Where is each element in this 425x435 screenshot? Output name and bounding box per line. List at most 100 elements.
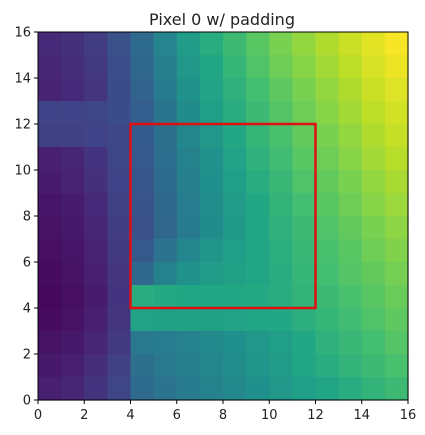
heatmap-cell [292, 32, 317, 56]
heatmap-cell [292, 78, 317, 102]
y-tick-label: 16 [14, 26, 31, 41]
heatmap-cell [176, 308, 201, 332]
heatmap-cell [61, 285, 85, 309]
heatmap-cell [223, 216, 247, 240]
heatmap-cell [269, 147, 293, 171]
heatmap-cell [338, 285, 363, 309]
plot-frame [37, 31, 409, 401]
heatmap-cell [107, 55, 132, 79]
heatmap-cell [338, 262, 363, 286]
heatmap-cell [269, 55, 293, 79]
heatmap-cell [176, 193, 201, 217]
heatmap-cell [130, 193, 155, 217]
x-tick-label: 4 [126, 408, 134, 423]
heatmap-cell [199, 78, 224, 102]
heatmap-cell [361, 32, 386, 56]
heatmap-cell [84, 308, 108, 332]
heatmap-cell [361, 124, 386, 148]
heatmap-cell [246, 124, 270, 148]
heatmap-cell [130, 354, 155, 378]
heatmap-cell [107, 331, 132, 355]
heatmap-cell [61, 32, 85, 56]
heatmap-cell [38, 354, 62, 378]
heatmap-cell [361, 239, 386, 263]
heatmap-cell [315, 377, 340, 401]
heatmap-cell [361, 377, 386, 401]
x-tick-label: 2 [80, 408, 88, 423]
heatmap-cell [338, 170, 363, 194]
heatmap-cell [153, 216, 178, 240]
heatmap-cell [315, 239, 340, 263]
heatmap-cell [384, 101, 409, 125]
heatmap-cell [107, 32, 132, 56]
heatmap-cell [130, 262, 155, 286]
heatmap-cell [338, 55, 363, 79]
heatmap-cell [61, 239, 85, 263]
heatmap-cell [38, 170, 62, 194]
heatmap-cell [153, 239, 178, 263]
heatmap-cell [176, 55, 201, 79]
heatmap-cell [223, 308, 247, 332]
heatmap-cell [269, 32, 293, 56]
heatmap-cell [176, 147, 201, 171]
heatmap-cell [199, 147, 224, 171]
heatmap-cell [38, 101, 62, 125]
heatmap-cell [130, 170, 155, 194]
heatmap-cell [384, 308, 409, 332]
heatmap-cell [130, 331, 155, 355]
heatmap-cell [199, 377, 224, 401]
heatmap-cell [199, 239, 224, 263]
heatmap-cell [269, 285, 293, 309]
heatmap-cell [61, 308, 85, 332]
heatmap-cell [176, 377, 201, 401]
y-axis: 0 2 4 6 8 10 12 14 16 [14, 26, 38, 409]
heatmap-cell [269, 239, 293, 263]
heatmap-cell [176, 354, 201, 378]
heatmap-cell [38, 239, 62, 263]
heatmap-cell [246, 147, 270, 171]
heatmap-cell [269, 124, 293, 148]
heatmap-cell [130, 101, 155, 125]
heatmap-cell [246, 377, 270, 401]
heatmap-cell [153, 377, 178, 401]
heatmap-cell [292, 262, 317, 286]
heatmap-cell [61, 124, 85, 148]
heatmap-cell [84, 124, 108, 148]
heatmap-cell [107, 285, 132, 309]
heatmap-cell [315, 124, 340, 148]
heatmap-cell [107, 170, 132, 194]
heatmap-cell [361, 170, 386, 194]
heatmap-cell [153, 147, 178, 171]
heatmap-cell [223, 377, 247, 401]
heatmap-cell [223, 331, 247, 355]
heatmap-cell [223, 101, 247, 125]
heatmap-cell [84, 193, 108, 217]
heatmap-cell [84, 331, 108, 355]
heatmap-cell [384, 170, 409, 194]
heatmap-cell [223, 55, 247, 79]
heatmap-cell [384, 262, 409, 286]
heatmap-cell [61, 55, 85, 79]
heatmap-cell [153, 331, 178, 355]
heatmap-cell [246, 331, 270, 355]
heatmap-cell [130, 78, 155, 102]
heatmap-cell [199, 354, 224, 378]
x-tick-label: 0 [34, 408, 42, 423]
heatmap-cell [315, 354, 340, 378]
heatmap-cell [130, 55, 155, 79]
heatmap-cell [223, 170, 247, 194]
heatmap-cell [338, 308, 363, 332]
heatmap-cell [199, 170, 224, 194]
heatmap-cell [153, 170, 178, 194]
heatmap-cell [107, 78, 132, 102]
heatmap-cell [84, 285, 108, 309]
heatmap-cell [315, 32, 340, 56]
heatmap-cell [361, 285, 386, 309]
heatmap-cell [246, 354, 270, 378]
heatmap-cell [153, 124, 178, 148]
heatmap-cell [38, 55, 62, 79]
heatmap-cell [269, 216, 293, 240]
heatmap-cell [107, 262, 132, 286]
heatmap-cell [338, 239, 363, 263]
heatmap-cell [223, 78, 247, 102]
